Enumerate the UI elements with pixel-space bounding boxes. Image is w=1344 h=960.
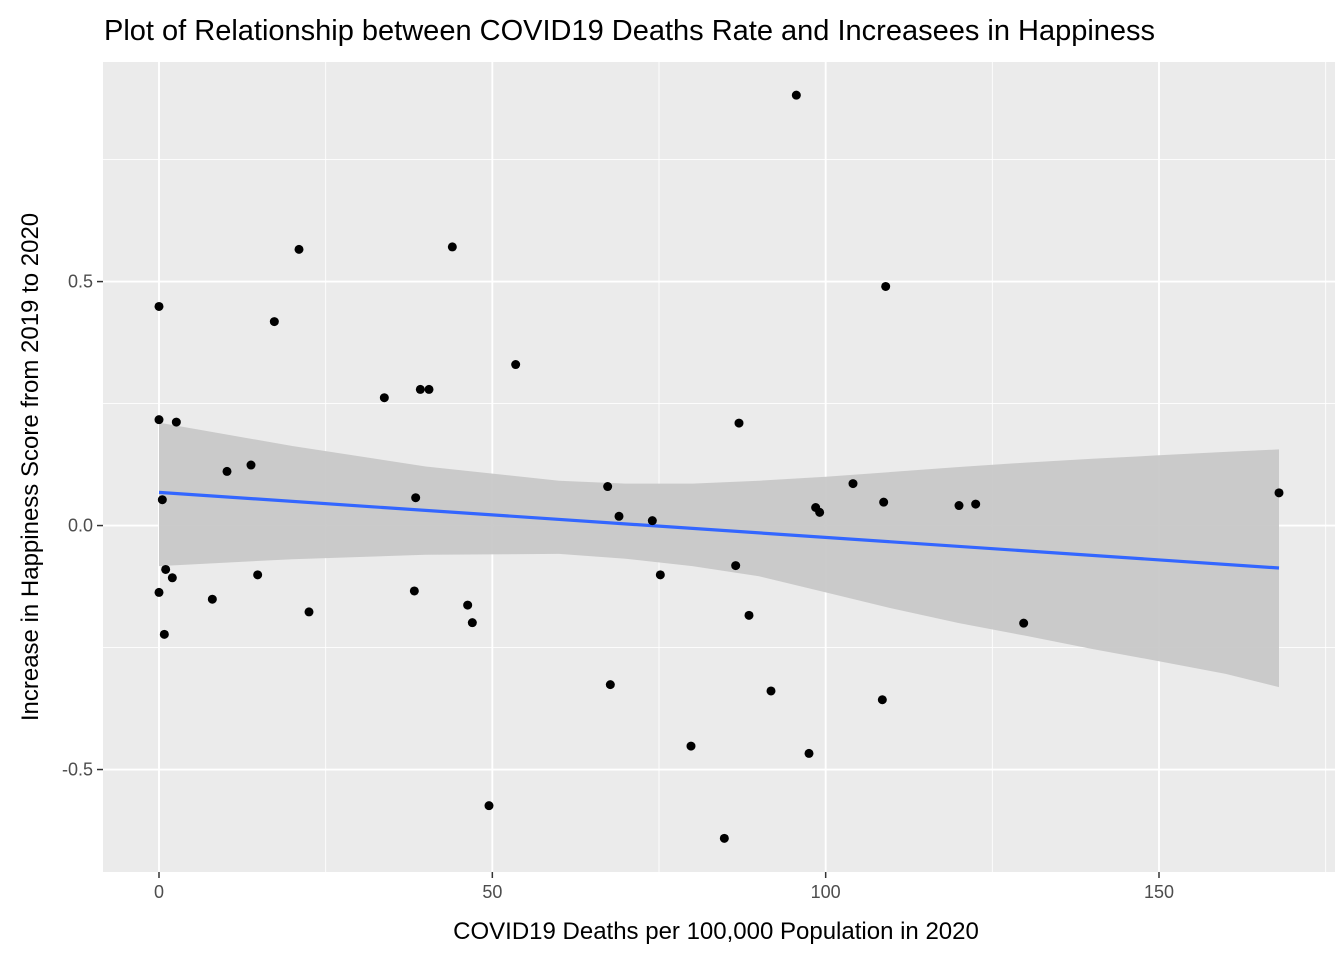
data-point — [877, 695, 887, 705]
data-points — [154, 90, 1284, 843]
data-point — [167, 573, 177, 583]
x-tick-label: 150 — [1144, 882, 1174, 902]
data-point — [881, 281, 891, 291]
data-point — [246, 460, 256, 470]
data-point — [971, 499, 981, 509]
data-point — [447, 242, 457, 252]
data-point — [222, 466, 232, 476]
data-point — [424, 384, 434, 394]
data-point — [744, 610, 754, 620]
data-point — [154, 415, 164, 425]
x-tick-label: 100 — [811, 882, 841, 902]
data-point — [409, 586, 419, 596]
data-point — [484, 801, 494, 811]
x-tick-label: 50 — [482, 882, 502, 902]
confidence-band-layer — [159, 422, 1279, 688]
confidence-band — [159, 422, 1279, 688]
data-point — [411, 493, 421, 503]
data-point — [686, 741, 696, 751]
data-point — [734, 418, 744, 428]
data-point — [207, 594, 217, 604]
y-tick-label: 0.0 — [68, 516, 93, 536]
data-point — [605, 680, 615, 690]
data-point — [766, 686, 776, 696]
data-point — [848, 479, 858, 489]
data-point — [603, 482, 613, 492]
data-point — [719, 833, 729, 843]
y-tick-label: -0.5 — [62, 760, 93, 780]
data-point — [467, 618, 477, 628]
chart-title: Plot of Relationship between COVID19 Dea… — [104, 15, 1155, 47]
data-point — [294, 244, 304, 254]
data-point — [804, 748, 814, 758]
data-point — [379, 393, 389, 403]
data-point — [415, 384, 425, 394]
data-point — [647, 516, 657, 526]
y-tick-label: 0.5 — [68, 272, 93, 292]
trend-line — [158, 490, 1280, 570]
data-point — [731, 561, 741, 571]
data-point — [614, 511, 624, 521]
data-point — [463, 600, 473, 610]
data-point — [511, 360, 521, 370]
y-axis-title: Increase in Happiness Score from 2019 to… — [17, 213, 44, 721]
data-point — [154, 301, 164, 311]
data-point — [269, 317, 279, 327]
trend-line-layer — [158, 490, 1280, 570]
data-point — [954, 501, 964, 511]
x-axis-ticks: 0 50 100 150 — [154, 872, 1174, 902]
data-point — [304, 607, 314, 617]
data-point — [879, 497, 889, 507]
data-point — [1274, 488, 1284, 498]
y-axis-ticks: -0.5 0.0 0.5 — [62, 272, 103, 780]
data-point — [655, 570, 665, 580]
data-point — [171, 417, 181, 427]
data-point — [161, 564, 171, 574]
data-point — [154, 587, 164, 597]
data-point — [159, 629, 169, 639]
data-point — [253, 570, 263, 580]
data-point — [815, 507, 825, 517]
data-point — [1019, 618, 1029, 628]
x-tick-label: 0 — [154, 882, 164, 902]
data-point — [157, 495, 167, 505]
x-axis-title: COVID19 Deaths per 100,000 Population in… — [453, 918, 979, 945]
data-point — [791, 90, 801, 100]
